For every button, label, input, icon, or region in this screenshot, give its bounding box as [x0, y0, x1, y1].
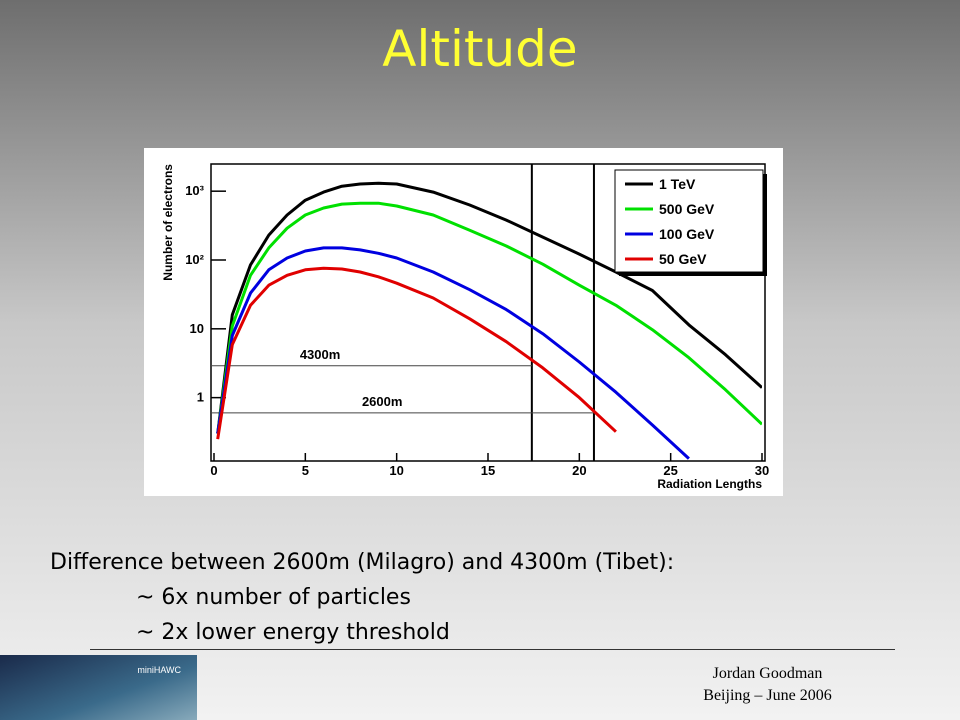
legend-label: 100 GeV — [659, 226, 715, 242]
x-tick-label: 25 — [663, 463, 677, 478]
footer: Jordan Goodman Beijing – June 2006 — [660, 663, 875, 707]
x-tick-label: 0 — [210, 463, 217, 478]
body: Difference between 2600m (Milagro) and 4… — [50, 545, 674, 650]
legend-label: 50 GeV — [659, 251, 707, 267]
y-tick-label: 10 — [190, 321, 204, 336]
x-tick-label: 15 — [481, 463, 495, 478]
series-line — [216, 246, 690, 460]
x-axis-label: Radiation Lengths — [657, 477, 762, 491]
y-axis-label: Number of electrons — [161, 164, 175, 281]
logo-text: miniHAWC — [137, 665, 181, 675]
reference-label: 4300m — [300, 347, 340, 362]
x-tick-label: 10 — [389, 463, 403, 478]
chart: 0 5 10 15 20 25 30 1 10 10² 10³ Radiation Lengths Nu… — [144, 148, 783, 496]
series-line — [216, 181, 762, 434]
y-tick-label: 1 — [197, 390, 204, 405]
series-group — [216, 181, 762, 460]
reference-label: 2600m — [362, 394, 402, 409]
footer-event: Beijing – June 2006 — [703, 687, 832, 704]
x-tick-label: 30 — [755, 463, 769, 478]
legend-label: 1 TeV — [659, 176, 696, 192]
separator — [90, 649, 895, 650]
series-line — [216, 201, 762, 434]
body-heading: Difference between 2600m (Milagro) and 4… — [50, 550, 675, 575]
x-tick-label: 5 — [302, 463, 309, 478]
footer-author: Jordan Goodman — [712, 665, 823, 682]
legend-box — [614, 169, 764, 273]
logo-image: miniHAWC — [0, 655, 197, 720]
legend-label: 500 GeV — [659, 201, 715, 217]
y-tick-label: 10² — [185, 252, 204, 267]
bullet: ~ 6x number of particles — [136, 585, 411, 610]
series-line — [216, 266, 617, 440]
y-tick-label: 10³ — [185, 183, 204, 198]
bullet: ~ 2x lower energy threshold — [136, 620, 450, 645]
x-tick-label: 20 — [572, 463, 586, 478]
slide-title: Altitude — [382, 20, 578, 78]
